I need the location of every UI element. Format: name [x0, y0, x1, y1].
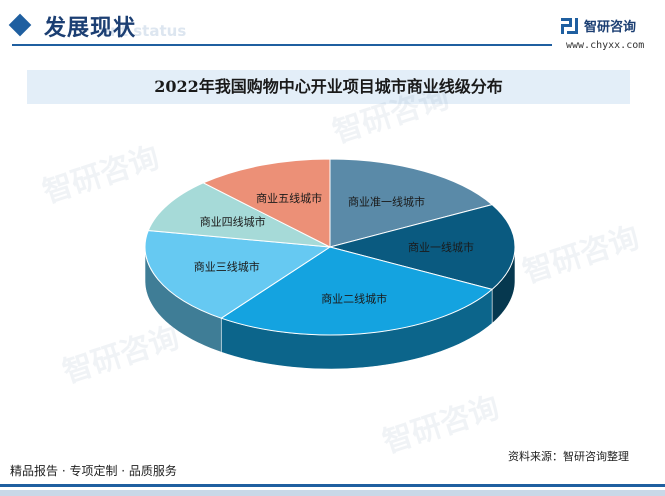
brand-name: 智研咨询: [584, 20, 637, 35]
pie-slice-3: [220, 246, 494, 336]
header: ent status 发展现状 智研咨询 www.chyxx.com: [0, 0, 665, 56]
chart-title: 2022年我国购物中心开业项目城市商业线级分布: [154, 77, 503, 96]
pie-slice-4: [144, 229, 332, 319]
header-divider: [12, 44, 552, 46]
slice-label-2: 商业一线城市: [408, 240, 474, 254]
slice-label-4: 商业三线城市: [194, 259, 260, 273]
source-note: 资料来源：智研咨询整理: [508, 450, 629, 463]
chart-title-bar: 2022年我国购物中心开业项目城市商业线级分布: [27, 70, 630, 104]
slice-label-3: 商业二线城市: [321, 292, 387, 306]
slice-label-6: 商业五线城市: [256, 191, 322, 205]
slice-label-1: 商业准一线城市: [348, 195, 425, 209]
brand-url: www.chyxx.com: [566, 40, 645, 51]
brand-logo-icon: [561, 18, 578, 34]
section-subtitle: ent status: [100, 22, 187, 40]
pie-slice-6: [202, 158, 331, 248]
pie-slice-5: [147, 182, 331, 248]
footer-tagline: 精品报告 · 专项定制 · 品质服务: [10, 464, 177, 478]
pie-top-group: [144, 158, 516, 336]
section-title: 发展现状: [44, 16, 137, 41]
footer-band: [0, 490, 665, 496]
slice-label-5: 商业四线城市: [200, 215, 266, 229]
pie-slice-2: [328, 204, 516, 290]
footer-divider: [0, 484, 665, 487]
pie-slice-1: [329, 158, 494, 248]
